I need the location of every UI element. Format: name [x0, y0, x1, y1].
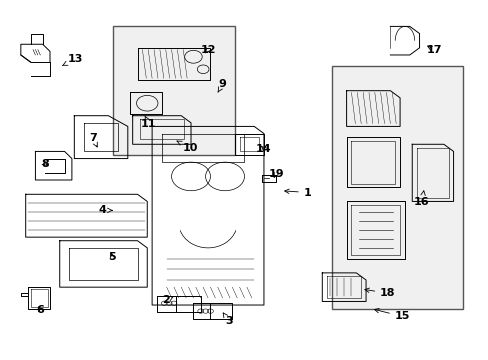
Text: 11: 11 [141, 116, 156, 129]
Text: 17: 17 [426, 45, 441, 55]
Text: 6: 6 [36, 305, 44, 315]
Text: 2: 2 [162, 296, 173, 305]
Bar [331, 66, 462, 309]
Text: 8: 8 [41, 159, 49, 169]
Text: 16: 16 [413, 191, 429, 207]
Text: 7: 7 [89, 133, 97, 147]
Text: 19: 19 [268, 168, 284, 179]
Text: 4: 4 [99, 205, 112, 215]
Text: 10: 10 [177, 141, 197, 153]
Text: 14: 14 [256, 144, 271, 154]
Text: 5: 5 [108, 252, 116, 262]
Bar [113, 26, 234, 155]
Text: 3: 3 [223, 313, 232, 326]
Text: 15: 15 [374, 309, 409, 321]
Text: 13: 13 [62, 54, 83, 66]
Text: 12: 12 [200, 45, 215, 55]
Text: 18: 18 [364, 288, 395, 298]
Text: 9: 9 [218, 79, 226, 92]
Text: 1: 1 [284, 188, 311, 198]
